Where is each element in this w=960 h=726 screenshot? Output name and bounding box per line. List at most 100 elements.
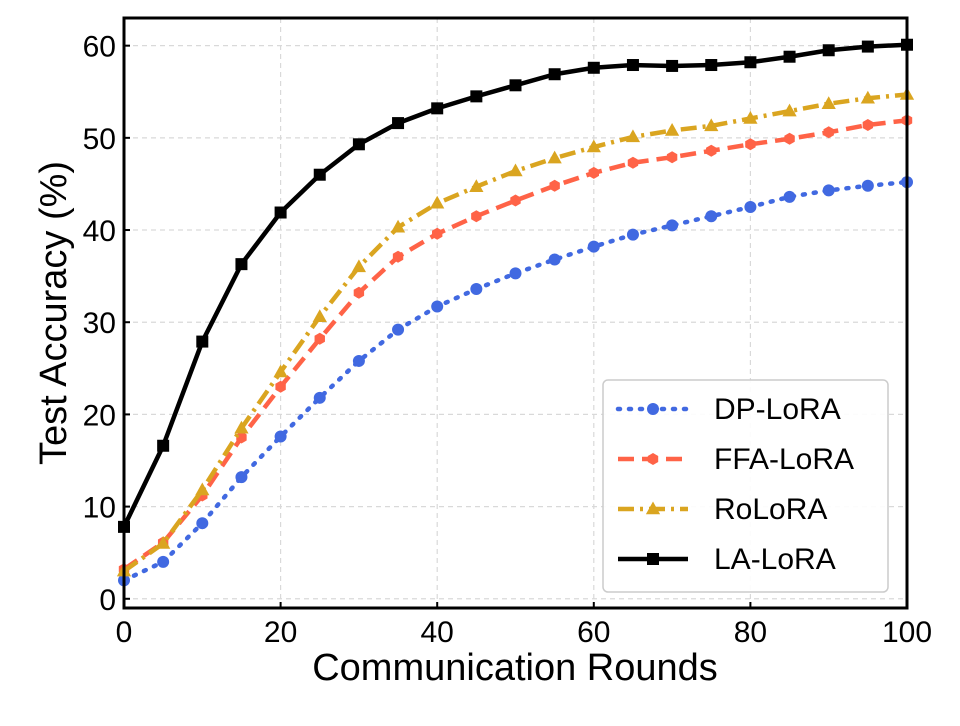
data-point-la-lora	[470, 90, 483, 103]
data-point-dp-lora	[705, 210, 718, 223]
data-point-la-lora	[274, 206, 287, 219]
data-point-dp-lora	[470, 283, 483, 296]
data-point-la-lora	[626, 59, 639, 72]
data-point-ffa-lora	[510, 194, 521, 207]
data-point-la-lora	[235, 258, 248, 271]
legend-marker-rolora	[645, 501, 661, 515]
data-point-dp-lora	[861, 179, 874, 192]
series-dp-lora	[118, 176, 913, 587]
data-point-dp-lora	[744, 200, 757, 213]
data-point-la-lora	[783, 50, 796, 63]
data-point-rolora	[547, 150, 562, 164]
data-point-rolora	[625, 129, 641, 143]
y-axis-label: Test Accuracy (%)	[33, 161, 75, 465]
data-point-ffa-lora	[236, 431, 247, 444]
series-layer	[116, 38, 915, 587]
data-point-la-lora	[705, 59, 718, 72]
data-point-dp-lora	[783, 190, 796, 203]
y-tick-label: 20	[83, 399, 116, 432]
series-rolora	[116, 87, 915, 577]
legend-swatches	[615, 403, 691, 565]
data-point-dp-lora	[274, 430, 287, 443]
data-point-dp-lora	[352, 354, 365, 367]
legend-box	[602, 379, 889, 593]
data-point-rolora	[743, 110, 758, 124]
series-la-lora	[118, 38, 913, 533]
data-point-dp-lora	[392, 323, 405, 336]
data-point-ffa-lora	[706, 144, 717, 157]
data-point-ffa-lora	[627, 156, 639, 169]
data-point-la-lora	[196, 335, 209, 348]
data-point-rolora	[664, 122, 680, 136]
y-tick-label: 30	[83, 307, 116, 340]
x-tick-label: 20	[264, 616, 297, 649]
data-point-dp-lora	[822, 184, 835, 197]
y-tick-label: 60	[83, 31, 116, 64]
data-point-rolora	[156, 535, 171, 549]
data-point-ffa-lora	[314, 332, 325, 345]
data-point-dp-lora	[313, 391, 326, 404]
data-point-dp-lora	[666, 219, 679, 232]
plot-frame	[122, 16, 909, 610]
data-point-ffa-lora	[549, 179, 560, 192]
data-point-dp-lora	[196, 517, 209, 530]
data-point-la-lora	[744, 56, 757, 69]
grid-layer	[123, 18, 908, 608]
data-point-ffa-lora	[862, 118, 874, 131]
data-point-dp-lora	[431, 300, 444, 313]
data-point-dp-lora	[587, 240, 600, 253]
legend-label-ffa-lora: FFA-LoRA	[714, 443, 854, 476]
data-point-la-lora	[352, 138, 365, 151]
data-point-dp-lora	[235, 471, 248, 484]
legend-marker-la-lora	[647, 553, 659, 565]
data-point-rolora	[351, 259, 367, 273]
data-point-ffa-lora	[745, 138, 756, 151]
data-point-ffa-lora	[432, 227, 443, 240]
legend-label-dp-lora: DP-LoRA	[714, 393, 841, 426]
data-point-ffa-lora	[275, 380, 286, 393]
tick-layer: 0 20 40 60 80 100 0 10 20 30 40 50 60	[83, 31, 932, 649]
x-tick-label: 0	[116, 616, 133, 649]
data-point-ffa-lora	[353, 286, 365, 299]
data-point-la-lora	[587, 61, 600, 74]
data-point-la-lora	[392, 117, 405, 130]
legend-marker-ffa-lora	[647, 453, 659, 465]
x-tick-label: 80	[734, 616, 767, 649]
data-point-dp-lora	[548, 253, 561, 266]
data-point-rolora	[782, 103, 797, 117]
data-point-rolora	[273, 364, 288, 378]
legend-label-rolora: RoLoRA	[714, 493, 827, 526]
data-point-rolora	[469, 179, 484, 192]
x-tick-label: 40	[421, 616, 454, 649]
data-point-la-lora	[313, 168, 326, 181]
data-point-la-lora	[822, 44, 835, 57]
x-tick-label: 100	[882, 616, 932, 649]
x-axis-label: Communication Rounds	[312, 647, 718, 689]
data-point-dp-lora	[509, 267, 522, 280]
data-point-dp-lora	[157, 555, 170, 568]
data-point-la-lora	[861, 40, 874, 53]
data-point-ffa-lora	[392, 250, 404, 263]
data-point-la-lora	[548, 68, 561, 81]
data-point-rolora	[234, 420, 249, 434]
data-point-la-lora	[666, 59, 679, 72]
data-point-rolora	[860, 90, 875, 104]
legend-marker-dp-lora	[647, 403, 659, 415]
data-point-rolora	[430, 195, 445, 209]
y-tick-label: 40	[83, 215, 116, 248]
data-point-rolora	[586, 139, 601, 153]
data-point-la-lora	[509, 79, 522, 92]
data-point-rolora	[390, 219, 406, 233]
data-point-rolora	[508, 163, 523, 177]
y-tick-label: 0	[99, 584, 116, 617]
data-point-ffa-lora	[588, 166, 599, 179]
data-point-la-lora	[157, 439, 170, 452]
data-point-dp-lora	[626, 228, 639, 241]
data-point-rolora	[312, 309, 327, 322]
data-point-ffa-lora	[666, 151, 678, 164]
data-point-rolora	[821, 96, 836, 109]
data-point-rolora	[704, 118, 719, 132]
legend-label-la-lora: LA-LoRA	[714, 543, 836, 576]
x-tick-label: 60	[577, 616, 610, 649]
